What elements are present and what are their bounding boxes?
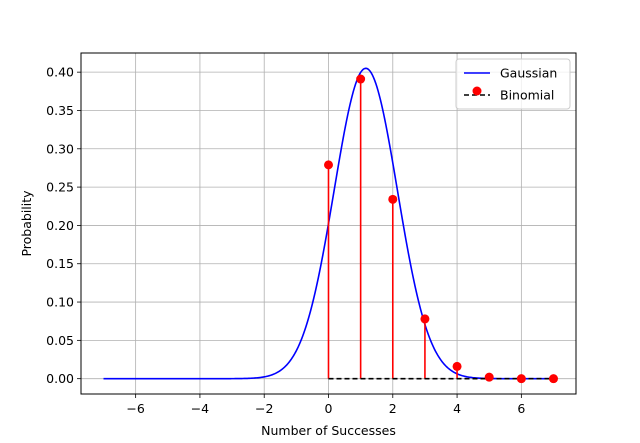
y-tick-label: 0.20 (46, 218, 74, 233)
legend-label-binomial: Binomial (500, 88, 554, 103)
binomial-marker (452, 361, 462, 371)
x-tick-label: −6 (126, 401, 144, 416)
legend-label-gaussian: Gaussian (500, 66, 557, 81)
y-tick-label: 0.00 (46, 371, 74, 386)
binomial-marker (356, 74, 366, 84)
y-tick-label: 0.10 (46, 295, 74, 310)
series-layer (103, 67, 558, 384)
legend: Gaussian Binomial (455, 58, 571, 110)
x-axis: −6 −4 −2 0 2 4 6 (126, 394, 525, 416)
legend-marker-binomial (472, 86, 482, 96)
binomial-marker (549, 374, 558, 384)
x-tick-label: 4 (453, 401, 461, 416)
y-axis-label: Probability (19, 190, 34, 257)
x-tick-label: 0 (325, 401, 333, 416)
y-axis: 0.00 0.05 0.10 0.15 0.20 0.25 0.30 0.35 0.40 (46, 65, 81, 386)
x-tick-label: −2 (255, 401, 273, 416)
x-tick-label: −4 (191, 401, 209, 416)
y-tick-label: 0.25 (46, 180, 74, 195)
y-tick-label: 0.30 (46, 141, 74, 156)
binomial-marker (516, 374, 526, 384)
binomial-marker (388, 194, 398, 204)
x-axis-label: Number of Successes (261, 423, 396, 438)
binomial-marker (324, 160, 333, 170)
legend-box (455, 58, 571, 110)
binomial-marker (484, 372, 494, 382)
y-tick-label: 0.05 (46, 333, 74, 348)
y-tick-label: 0.40 (46, 65, 74, 80)
x-tick-label: 6 (517, 401, 525, 416)
y-tick-label: 0.15 (46, 256, 74, 271)
x-tick-label: 2 (389, 401, 397, 416)
y-tick-label: 0.35 (46, 103, 74, 118)
binomial-marker (420, 314, 430, 324)
